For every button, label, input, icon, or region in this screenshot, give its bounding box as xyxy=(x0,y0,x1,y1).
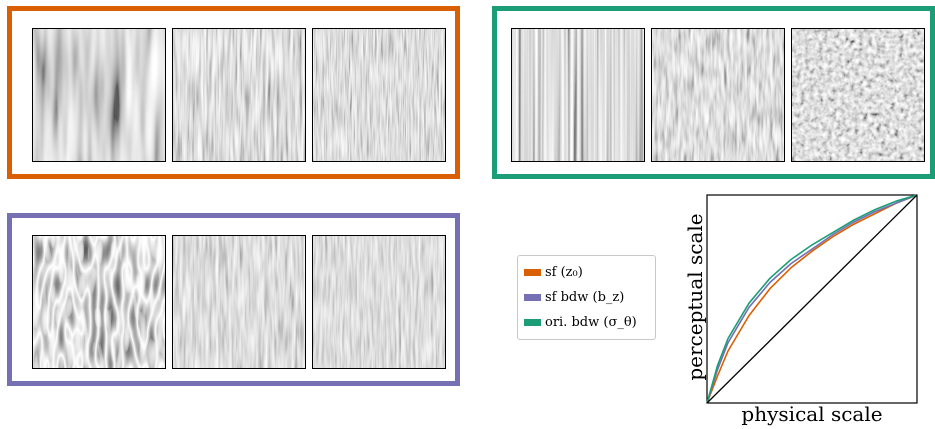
legend-item-sf-bdw: sf bdw (b_z) xyxy=(524,286,624,308)
series-line-ori-bdw xyxy=(706,194,918,404)
broadband-texture xyxy=(312,235,446,369)
spatial-frequency-panel xyxy=(7,6,460,179)
orientation-bandwidth-panel xyxy=(492,6,935,179)
identity-line xyxy=(706,194,918,404)
narrowband-grating-texture xyxy=(32,235,166,369)
medium-vertical-texture xyxy=(172,28,306,162)
y-axis-label: perceptual scale xyxy=(683,213,707,381)
perceptual-scale-plot xyxy=(706,194,918,404)
legend-label-sf: sf (z₀) xyxy=(545,264,583,280)
series-line-sf xyxy=(706,194,918,404)
frequency-bandwidth-panel xyxy=(7,213,460,386)
coarse-vertical-texture xyxy=(32,28,166,162)
medium-band-texture xyxy=(172,235,306,369)
chart-legend: sf (z₀) sf bdw (b_z) ori. bdw (σ_θ) xyxy=(517,255,656,340)
x-axis-label: physical scale xyxy=(741,402,883,426)
legend-swatch-sf-bdw xyxy=(524,293,541,301)
legend-item-sf: sf (z₀) xyxy=(524,261,583,283)
fine-vertical-texture xyxy=(312,28,446,162)
legend-swatch-ori-bdw xyxy=(524,318,541,326)
broad-orientation-texture xyxy=(791,28,925,162)
legend-label-sf-bdw: sf bdw (b_z) xyxy=(545,289,625,305)
medium-orientation-texture xyxy=(651,28,785,162)
series-line-sf-bdw xyxy=(706,194,918,404)
legend-swatch-sf xyxy=(524,268,541,276)
legend-label-ori-bdw: ori. bdw (σ_θ) xyxy=(545,314,637,330)
narrow-orientation-texture xyxy=(511,28,645,162)
legend-item-ori-bdw: ori. bdw (σ_θ) xyxy=(524,311,637,333)
